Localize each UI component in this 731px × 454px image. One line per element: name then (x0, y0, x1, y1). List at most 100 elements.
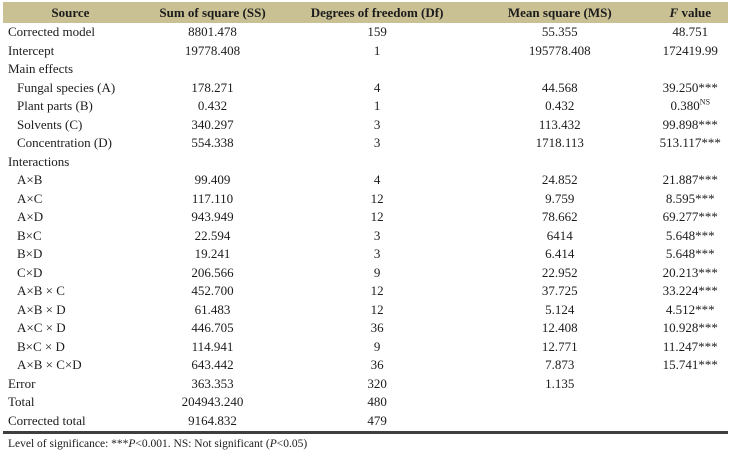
source-cell: Fungal species (A) (17, 79, 116, 95)
source-cell: B×C × D (17, 338, 65, 354)
f-value-cell: 513.117*** (659, 135, 721, 151)
df-cell: 1 (373, 42, 381, 58)
ss-cell: 446.705 (191, 320, 234, 336)
source-cell: Interactions (8, 153, 70, 169)
ss-cell: 22.594 (194, 227, 231, 243)
table-row: Plant parts (B) 0.432 1 0.432 0.380NS (3, 97, 728, 116)
df-cell (287, 60, 467, 79)
ms-cell: 44.568 (541, 79, 578, 95)
ss-cell: 363.353 (191, 375, 234, 391)
table-row: A×B × D 61.483 12 5.124 4.512*** (3, 301, 728, 320)
table-row: Corrected model 8801.478 159 55.355 48.751 (3, 23, 728, 42)
source-cell: A×C × D (17, 320, 66, 336)
table-body: Corrected model 8801.478 159 55.355 48.751 In… (3, 23, 728, 430)
f-value-cell (653, 393, 728, 412)
source-cell: A×C (17, 190, 43, 206)
ms-cell: 37.725 (541, 283, 578, 299)
footnote-text: <0.05) (276, 438, 308, 450)
f-value-cell (653, 412, 728, 431)
ms-cell: 9.759 (545, 190, 575, 206)
ss-cell: 943.949 (191, 209, 234, 225)
ms-cell: 195778.408 (528, 42, 591, 58)
f-value-cell: 4.512*** (665, 301, 715, 317)
f-value-cell: 21.887*** (662, 172, 718, 188)
ms-cell (467, 60, 653, 79)
source-cell: Main effects (8, 61, 74, 77)
header-source: Source (3, 2, 138, 23)
ss-cell (138, 60, 287, 79)
ms-cell: 12.408 (541, 320, 578, 336)
source-cell: Intercept (8, 42, 55, 58)
source-cell: Error (8, 375, 36, 391)
source-cell: B×D (17, 246, 43, 262)
ss-cell: 452.700 (191, 283, 234, 299)
section-row: Interactions (3, 153, 728, 172)
section-row: Main effects (3, 60, 728, 79)
significance-footnote: Level of significance: ***P<0.001. NS: N… (3, 431, 728, 450)
df-cell: 480 (367, 394, 387, 410)
table-row: A×C 117.110 12 9.759 8.595*** (3, 190, 728, 209)
f-value-word: value (678, 4, 712, 20)
f-value-cell: 172419.99 (662, 42, 718, 58)
ms-cell: 78.662 (541, 209, 578, 225)
ss-cell: 19778.408 (184, 42, 241, 58)
f-value-cell: 8.595*** (665, 190, 715, 206)
ms-cell: 6.414 (545, 246, 575, 262)
ss-cell: 643.442 (191, 357, 234, 373)
table-row: Total 204943.240 480 (3, 393, 728, 412)
source-cell: Plant parts (B) (17, 98, 93, 114)
f-value-cell: 99.898*** (662, 116, 718, 132)
df-cell: 1 (373, 98, 381, 114)
f-value-cell: 33.224*** (662, 283, 718, 299)
df-cell (287, 153, 467, 172)
f-value-cell: 39.250*** (662, 79, 718, 95)
source-cell: Total (8, 394, 35, 410)
f-value-cell: 5.648*** (665, 227, 715, 243)
df-cell: 12 (370, 301, 384, 317)
table-row: B×C × D 114.941 9 12.771 11.247*** (3, 338, 728, 357)
ss-cell: 19.241 (194, 246, 231, 262)
f-value-cell (653, 153, 728, 172)
table-row: Solvents (C) 340.297 3 113.432 99.898*** (3, 116, 728, 135)
table-row: Fungal species (A) 178.271 4 44.568 39.250**… (3, 79, 728, 98)
table-row: Error 363.353 320 1.135 (3, 375, 728, 394)
ms-cell: 5.124 (545, 301, 575, 317)
ms-cell (467, 153, 653, 172)
table-header: Source Sum of square (SS) Degrees of fre… (3, 2, 728, 23)
f-value-cell (653, 60, 728, 79)
header-sum-of-square: Sum of square (SS) (137, 2, 288, 23)
header-f-value: F value (652, 2, 728, 23)
p-symbol: P (269, 438, 277, 450)
f-value-cell: 48.751 (672, 24, 709, 40)
ss-cell: 9164.832 (188, 412, 237, 428)
f-value-cell: 0.380NS (670, 97, 711, 114)
f-value-cell: 15.741*** (662, 357, 718, 373)
table-row: B×C 22.594 3 6414 5.648*** (3, 227, 728, 246)
f-value-cell: 69.277*** (662, 209, 718, 225)
ms-cell: 113.432 (538, 116, 581, 132)
df-cell: 3 (373, 116, 381, 132)
source-cell: Concentration (D) (17, 135, 112, 151)
ss-cell: 99.409 (194, 172, 231, 188)
table-row: Corrected total 9164.832 479 (3, 412, 728, 431)
table-row: A×B × C×D 643.442 36 7.873 15.741*** (3, 356, 728, 375)
ss-cell: 206.566 (191, 264, 234, 280)
df-cell: 479 (367, 412, 387, 428)
table-row: C×D 206.566 9 22.952 20.213*** (3, 264, 728, 283)
ms-cell: 24.852 (541, 172, 578, 188)
footnote-text: Level of significance: *** (8, 438, 129, 450)
f-value-cell (653, 375, 728, 394)
table-row: Concentration (D) 554.338 3 1718.113 513.117… (3, 134, 728, 153)
f-value-cell: 11.247*** (662, 338, 718, 354)
source-cell: A×D (17, 209, 44, 225)
f-symbol: F (669, 4, 679, 20)
table-row: A×C × D 446.705 36 12.408 10.928*** (3, 319, 728, 338)
ms-cell: 22.952 (541, 264, 578, 280)
source-cell: Corrected total (8, 412, 86, 428)
ms-cell (467, 393, 653, 412)
p-symbol: P (128, 438, 136, 450)
ss-cell: 61.483 (194, 301, 231, 317)
source-cell: Solvents (C) (17, 116, 83, 132)
df-cell: 4 (373, 79, 381, 95)
f-value-cell: 5.648*** (665, 246, 715, 262)
